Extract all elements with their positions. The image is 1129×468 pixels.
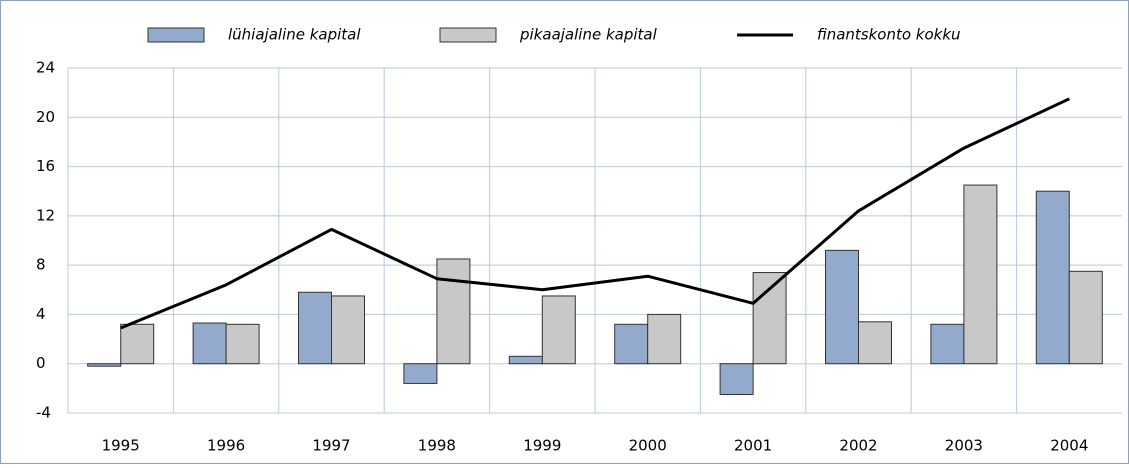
legend-swatch bbox=[439, 27, 497, 43]
y-tick-label: 4 bbox=[36, 305, 46, 323]
bar bbox=[298, 291, 332, 365]
y-tick-label: 24 bbox=[36, 59, 55, 77]
x-tick-label: 2000 bbox=[629, 437, 667, 455]
bar bbox=[963, 184, 998, 365]
bar bbox=[403, 363, 438, 384]
bar bbox=[719, 363, 754, 396]
bar bbox=[752, 272, 787, 365]
x-tick-label: 1997 bbox=[312, 437, 350, 455]
bar bbox=[858, 321, 892, 365]
bar bbox=[541, 295, 576, 365]
x-tick-label: 2003 bbox=[945, 437, 983, 455]
line bbox=[120, 97, 1070, 330]
x-tick-label: 2001 bbox=[734, 437, 772, 455]
y-tick-label: 0 bbox=[36, 354, 46, 372]
x-tick-label: 1995 bbox=[102, 437, 140, 455]
legend-label: lühiajaline kapital bbox=[228, 26, 361, 44]
y-tick-label: 12 bbox=[36, 206, 55, 224]
bar bbox=[120, 323, 155, 365]
bar bbox=[647, 313, 682, 365]
legend-label: finantskonto kokku bbox=[817, 26, 961, 44]
bar bbox=[436, 258, 471, 365]
bar bbox=[825, 249, 859, 365]
legend-label: pikaajaline kapital bbox=[519, 26, 658, 44]
x-tick-label: 1996 bbox=[207, 437, 245, 455]
x-tick-label: 2004 bbox=[1050, 437, 1088, 455]
bar bbox=[331, 295, 365, 365]
x-tick-label: 2002 bbox=[839, 437, 877, 455]
x-tick-label: 1999 bbox=[523, 437, 561, 455]
bar bbox=[508, 355, 543, 365]
bar bbox=[192, 322, 227, 365]
y-tick-label: 16 bbox=[36, 157, 55, 175]
y-tick-label: 20 bbox=[36, 108, 55, 126]
x-tick-label: 1998 bbox=[418, 437, 456, 455]
y-tick-label: -4 bbox=[36, 404, 51, 422]
bar bbox=[1068, 270, 1103, 365]
bar bbox=[1035, 190, 1070, 365]
bar bbox=[87, 363, 122, 367]
bar bbox=[225, 323, 260, 365]
legend-swatch bbox=[147, 27, 205, 43]
y-tick-label: 8 bbox=[36, 256, 46, 274]
bar bbox=[614, 323, 649, 365]
bar bbox=[930, 323, 965, 365]
